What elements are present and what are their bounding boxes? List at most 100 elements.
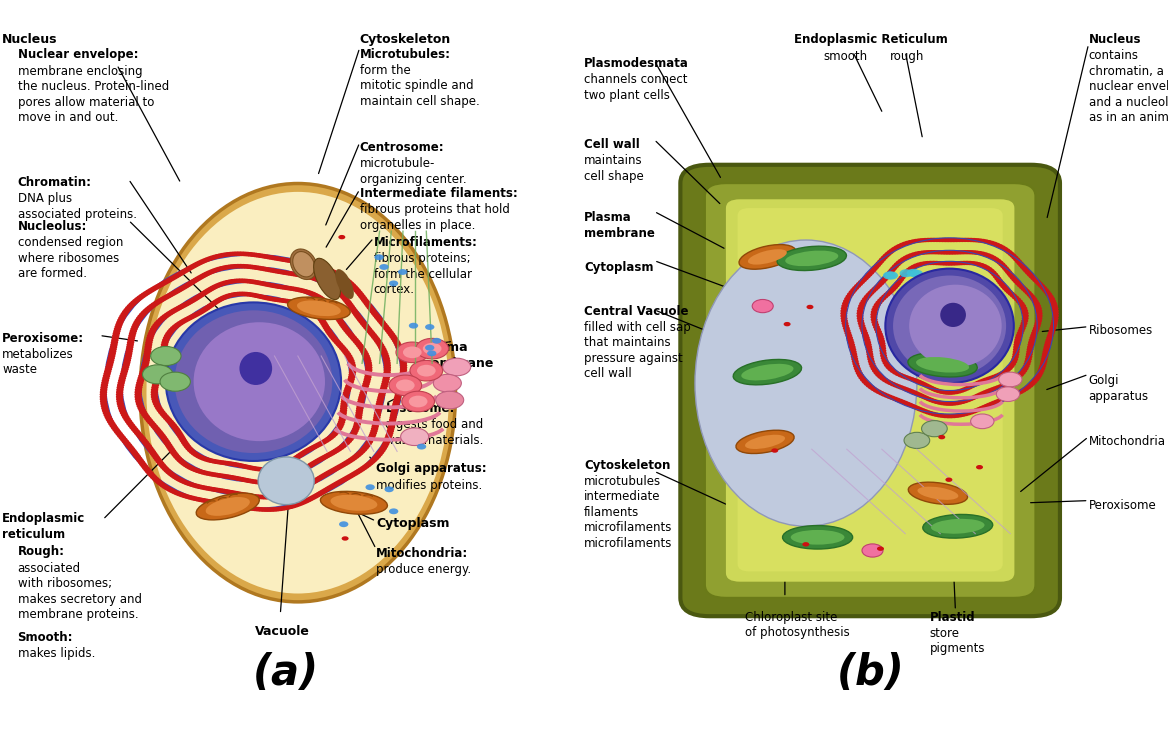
Circle shape (148, 304, 155, 308)
Circle shape (258, 480, 266, 485)
Circle shape (263, 267, 271, 272)
Circle shape (1051, 319, 1058, 323)
Circle shape (382, 354, 389, 358)
Circle shape (215, 459, 223, 465)
Circle shape (288, 272, 297, 276)
Circle shape (381, 384, 388, 388)
Circle shape (336, 446, 345, 450)
Circle shape (245, 279, 252, 283)
Circle shape (171, 308, 178, 313)
Circle shape (203, 272, 210, 276)
Circle shape (161, 414, 169, 418)
Circle shape (179, 437, 186, 441)
Circle shape (348, 435, 355, 440)
Circle shape (380, 347, 387, 352)
Circle shape (332, 271, 340, 276)
Circle shape (844, 331, 851, 335)
Circle shape (399, 368, 408, 372)
Circle shape (880, 297, 887, 301)
Ellipse shape (335, 269, 354, 299)
Ellipse shape (287, 297, 350, 319)
Circle shape (870, 313, 877, 317)
Circle shape (355, 415, 362, 420)
Circle shape (280, 493, 287, 498)
Circle shape (994, 277, 1001, 281)
Circle shape (237, 477, 245, 482)
Circle shape (135, 456, 142, 461)
Circle shape (252, 506, 259, 512)
Circle shape (317, 295, 324, 300)
Circle shape (1001, 247, 1008, 251)
Circle shape (179, 493, 186, 497)
Circle shape (396, 386, 404, 391)
Ellipse shape (320, 491, 388, 515)
Circle shape (994, 258, 1001, 263)
Circle shape (204, 458, 213, 462)
Circle shape (945, 250, 952, 255)
Circle shape (880, 257, 887, 261)
Circle shape (196, 498, 204, 502)
Circle shape (894, 262, 901, 266)
Circle shape (147, 421, 155, 425)
Circle shape (867, 355, 874, 359)
Circle shape (173, 426, 180, 432)
Circle shape (248, 479, 256, 484)
Circle shape (201, 308, 208, 312)
Circle shape (352, 454, 360, 459)
Circle shape (167, 447, 175, 451)
Text: fibrous proteins that hold
organelles in place.: fibrous proteins that hold organelles in… (360, 203, 509, 232)
Circle shape (399, 356, 406, 361)
Circle shape (1051, 306, 1058, 310)
Circle shape (301, 449, 310, 454)
Circle shape (348, 334, 355, 338)
Circle shape (280, 285, 288, 290)
Circle shape (237, 264, 244, 269)
Circle shape (363, 443, 370, 448)
Circle shape (174, 476, 181, 481)
Circle shape (345, 354, 353, 359)
Circle shape (100, 383, 109, 388)
Circle shape (181, 479, 188, 484)
Circle shape (367, 461, 374, 465)
Circle shape (350, 285, 357, 289)
Circle shape (245, 292, 252, 297)
Circle shape (319, 456, 326, 461)
Circle shape (256, 480, 263, 484)
Circle shape (140, 438, 147, 443)
Circle shape (278, 298, 285, 302)
Circle shape (1022, 311, 1029, 316)
Circle shape (118, 380, 125, 385)
Circle shape (141, 365, 148, 369)
Circle shape (1029, 382, 1036, 386)
Circle shape (161, 466, 169, 471)
Circle shape (376, 399, 383, 404)
Circle shape (314, 264, 322, 269)
Circle shape (157, 283, 164, 288)
Circle shape (417, 443, 426, 449)
Ellipse shape (146, 192, 450, 594)
Circle shape (296, 302, 304, 306)
Circle shape (252, 252, 259, 258)
Circle shape (892, 370, 899, 374)
Circle shape (877, 374, 884, 379)
Circle shape (243, 493, 250, 498)
Circle shape (1015, 374, 1022, 379)
Circle shape (903, 388, 910, 392)
Circle shape (843, 299, 850, 303)
Circle shape (296, 488, 303, 493)
Circle shape (374, 408, 382, 413)
Circle shape (231, 292, 239, 297)
Circle shape (313, 277, 320, 282)
Circle shape (146, 446, 153, 451)
Circle shape (106, 360, 113, 365)
Circle shape (190, 483, 199, 488)
Circle shape (174, 322, 181, 327)
Circle shape (364, 462, 371, 468)
Text: Cytoplasm: Cytoplasm (376, 517, 450, 531)
Circle shape (957, 400, 964, 404)
Circle shape (922, 261, 929, 266)
Circle shape (188, 280, 195, 285)
Circle shape (297, 288, 304, 292)
Circle shape (194, 468, 202, 473)
Circle shape (179, 479, 186, 483)
